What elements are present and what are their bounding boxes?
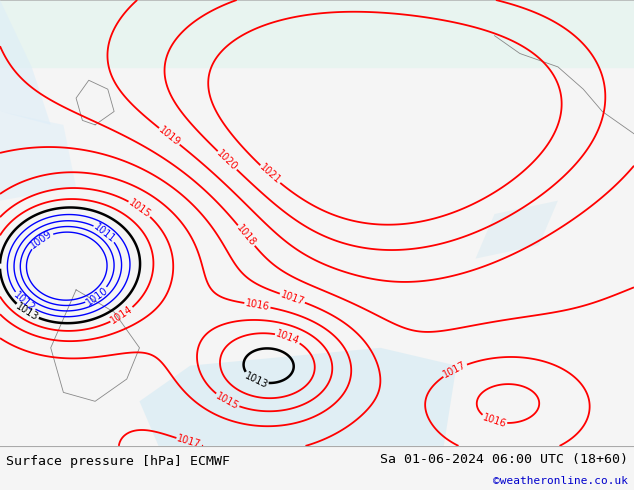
Text: 1011: 1011 — [92, 221, 117, 245]
Polygon shape — [0, 0, 51, 125]
Polygon shape — [0, 112, 76, 201]
Text: 1014: 1014 — [109, 304, 135, 326]
Polygon shape — [139, 348, 456, 446]
Text: 1017: 1017 — [441, 360, 468, 380]
Text: 1019: 1019 — [157, 125, 182, 148]
Text: 1014: 1014 — [275, 329, 301, 346]
Text: Surface pressure [hPa] ECMWF: Surface pressure [hPa] ECMWF — [6, 455, 230, 468]
Polygon shape — [476, 201, 558, 259]
Text: 1015: 1015 — [214, 391, 240, 411]
Text: 1010: 1010 — [84, 285, 110, 307]
Text: 1017: 1017 — [176, 434, 202, 450]
Text: Sa 01-06-2024 06:00 UTC (18+60): Sa 01-06-2024 06:00 UTC (18+60) — [380, 453, 628, 466]
Text: 1015: 1015 — [127, 197, 153, 220]
Text: 1021: 1021 — [257, 162, 283, 186]
Text: 1009: 1009 — [29, 229, 54, 251]
Text: 1017: 1017 — [279, 289, 306, 307]
Text: 1013: 1013 — [14, 301, 40, 323]
Text: ©weatheronline.co.uk: ©weatheronline.co.uk — [493, 476, 628, 486]
Bar — [0, 0, 634, 67]
Text: 1016: 1016 — [481, 413, 507, 430]
Text: 1018: 1018 — [235, 223, 258, 248]
Text: 1013: 1013 — [243, 370, 269, 390]
Text: 1012: 1012 — [12, 290, 37, 314]
Text: 1016: 1016 — [245, 298, 270, 312]
Text: 1020: 1020 — [215, 148, 240, 172]
